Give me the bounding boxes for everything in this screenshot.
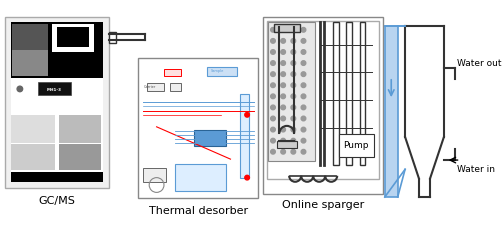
- Bar: [11, 115, 55, 142]
- Circle shape: [301, 61, 306, 65]
- Bar: [267, 21, 379, 180]
- Circle shape: [291, 127, 296, 132]
- Circle shape: [281, 138, 286, 143]
- Circle shape: [17, 86, 23, 92]
- Circle shape: [281, 27, 286, 32]
- Circle shape: [301, 27, 306, 32]
- Bar: [269, 22, 314, 161]
- Circle shape: [245, 113, 249, 117]
- Bar: [164, 69, 181, 76]
- Bar: [13, 24, 48, 50]
- Bar: [11, 78, 103, 115]
- Bar: [240, 94, 249, 178]
- Circle shape: [291, 149, 296, 154]
- Circle shape: [271, 72, 275, 76]
- Text: Water out: Water out: [457, 59, 501, 67]
- Text: Carrier: Carrier: [144, 85, 156, 89]
- Circle shape: [301, 94, 306, 99]
- Bar: [5, 17, 109, 188]
- Circle shape: [271, 27, 275, 32]
- Text: MH1-3: MH1-3: [47, 88, 61, 92]
- Bar: [59, 144, 101, 170]
- Bar: [57, 27, 89, 47]
- Circle shape: [245, 175, 249, 180]
- Circle shape: [301, 72, 306, 76]
- Text: Thermal desorber: Thermal desorber: [148, 206, 247, 216]
- Bar: [339, 134, 374, 157]
- Bar: [143, 168, 166, 182]
- Circle shape: [281, 39, 286, 43]
- Circle shape: [281, 105, 286, 110]
- Bar: [346, 22, 352, 165]
- Circle shape: [271, 138, 275, 143]
- Text: GC/MS: GC/MS: [38, 196, 75, 206]
- Bar: [274, 24, 300, 32]
- Circle shape: [271, 83, 275, 88]
- Circle shape: [301, 39, 306, 43]
- Bar: [11, 22, 103, 78]
- Bar: [38, 82, 71, 95]
- Circle shape: [281, 61, 286, 65]
- Circle shape: [291, 94, 296, 99]
- Text: Sample: Sample: [211, 69, 224, 73]
- Circle shape: [271, 61, 275, 65]
- Circle shape: [301, 116, 306, 121]
- Circle shape: [291, 138, 296, 143]
- Circle shape: [271, 149, 275, 154]
- Circle shape: [271, 94, 275, 99]
- Circle shape: [291, 27, 296, 32]
- Circle shape: [291, 72, 296, 76]
- Circle shape: [291, 105, 296, 110]
- Bar: [194, 129, 226, 146]
- Bar: [52, 24, 94, 52]
- Bar: [277, 141, 297, 148]
- Bar: [175, 164, 226, 191]
- Circle shape: [271, 127, 275, 132]
- Bar: [207, 67, 237, 76]
- Bar: [109, 32, 116, 43]
- Circle shape: [291, 50, 296, 54]
- Circle shape: [281, 72, 286, 76]
- Circle shape: [271, 50, 275, 54]
- Circle shape: [301, 50, 306, 54]
- Bar: [13, 50, 48, 76]
- Circle shape: [281, 149, 286, 154]
- Bar: [138, 58, 258, 198]
- Circle shape: [301, 83, 306, 88]
- Text: Water in: Water in: [457, 165, 495, 174]
- Bar: [59, 115, 101, 142]
- Bar: [11, 22, 103, 182]
- Circle shape: [271, 116, 275, 121]
- Circle shape: [281, 83, 286, 88]
- Bar: [263, 17, 383, 194]
- Circle shape: [301, 138, 306, 143]
- Bar: [170, 83, 181, 91]
- Bar: [333, 22, 339, 165]
- Circle shape: [271, 105, 275, 110]
- Circle shape: [301, 105, 306, 110]
- Text: Pump: Pump: [344, 141, 369, 150]
- Circle shape: [271, 39, 275, 43]
- Circle shape: [291, 61, 296, 65]
- Circle shape: [291, 83, 296, 88]
- Circle shape: [281, 127, 286, 132]
- Circle shape: [281, 50, 286, 54]
- Bar: [11, 144, 55, 170]
- Circle shape: [281, 116, 286, 121]
- Bar: [360, 22, 365, 165]
- Bar: [11, 172, 103, 182]
- Circle shape: [281, 94, 286, 99]
- Bar: [385, 26, 398, 197]
- Circle shape: [291, 39, 296, 43]
- Circle shape: [291, 116, 296, 121]
- Text: Online sparger: Online sparger: [282, 200, 364, 210]
- Circle shape: [301, 127, 306, 132]
- Bar: [147, 83, 164, 91]
- Circle shape: [301, 149, 306, 154]
